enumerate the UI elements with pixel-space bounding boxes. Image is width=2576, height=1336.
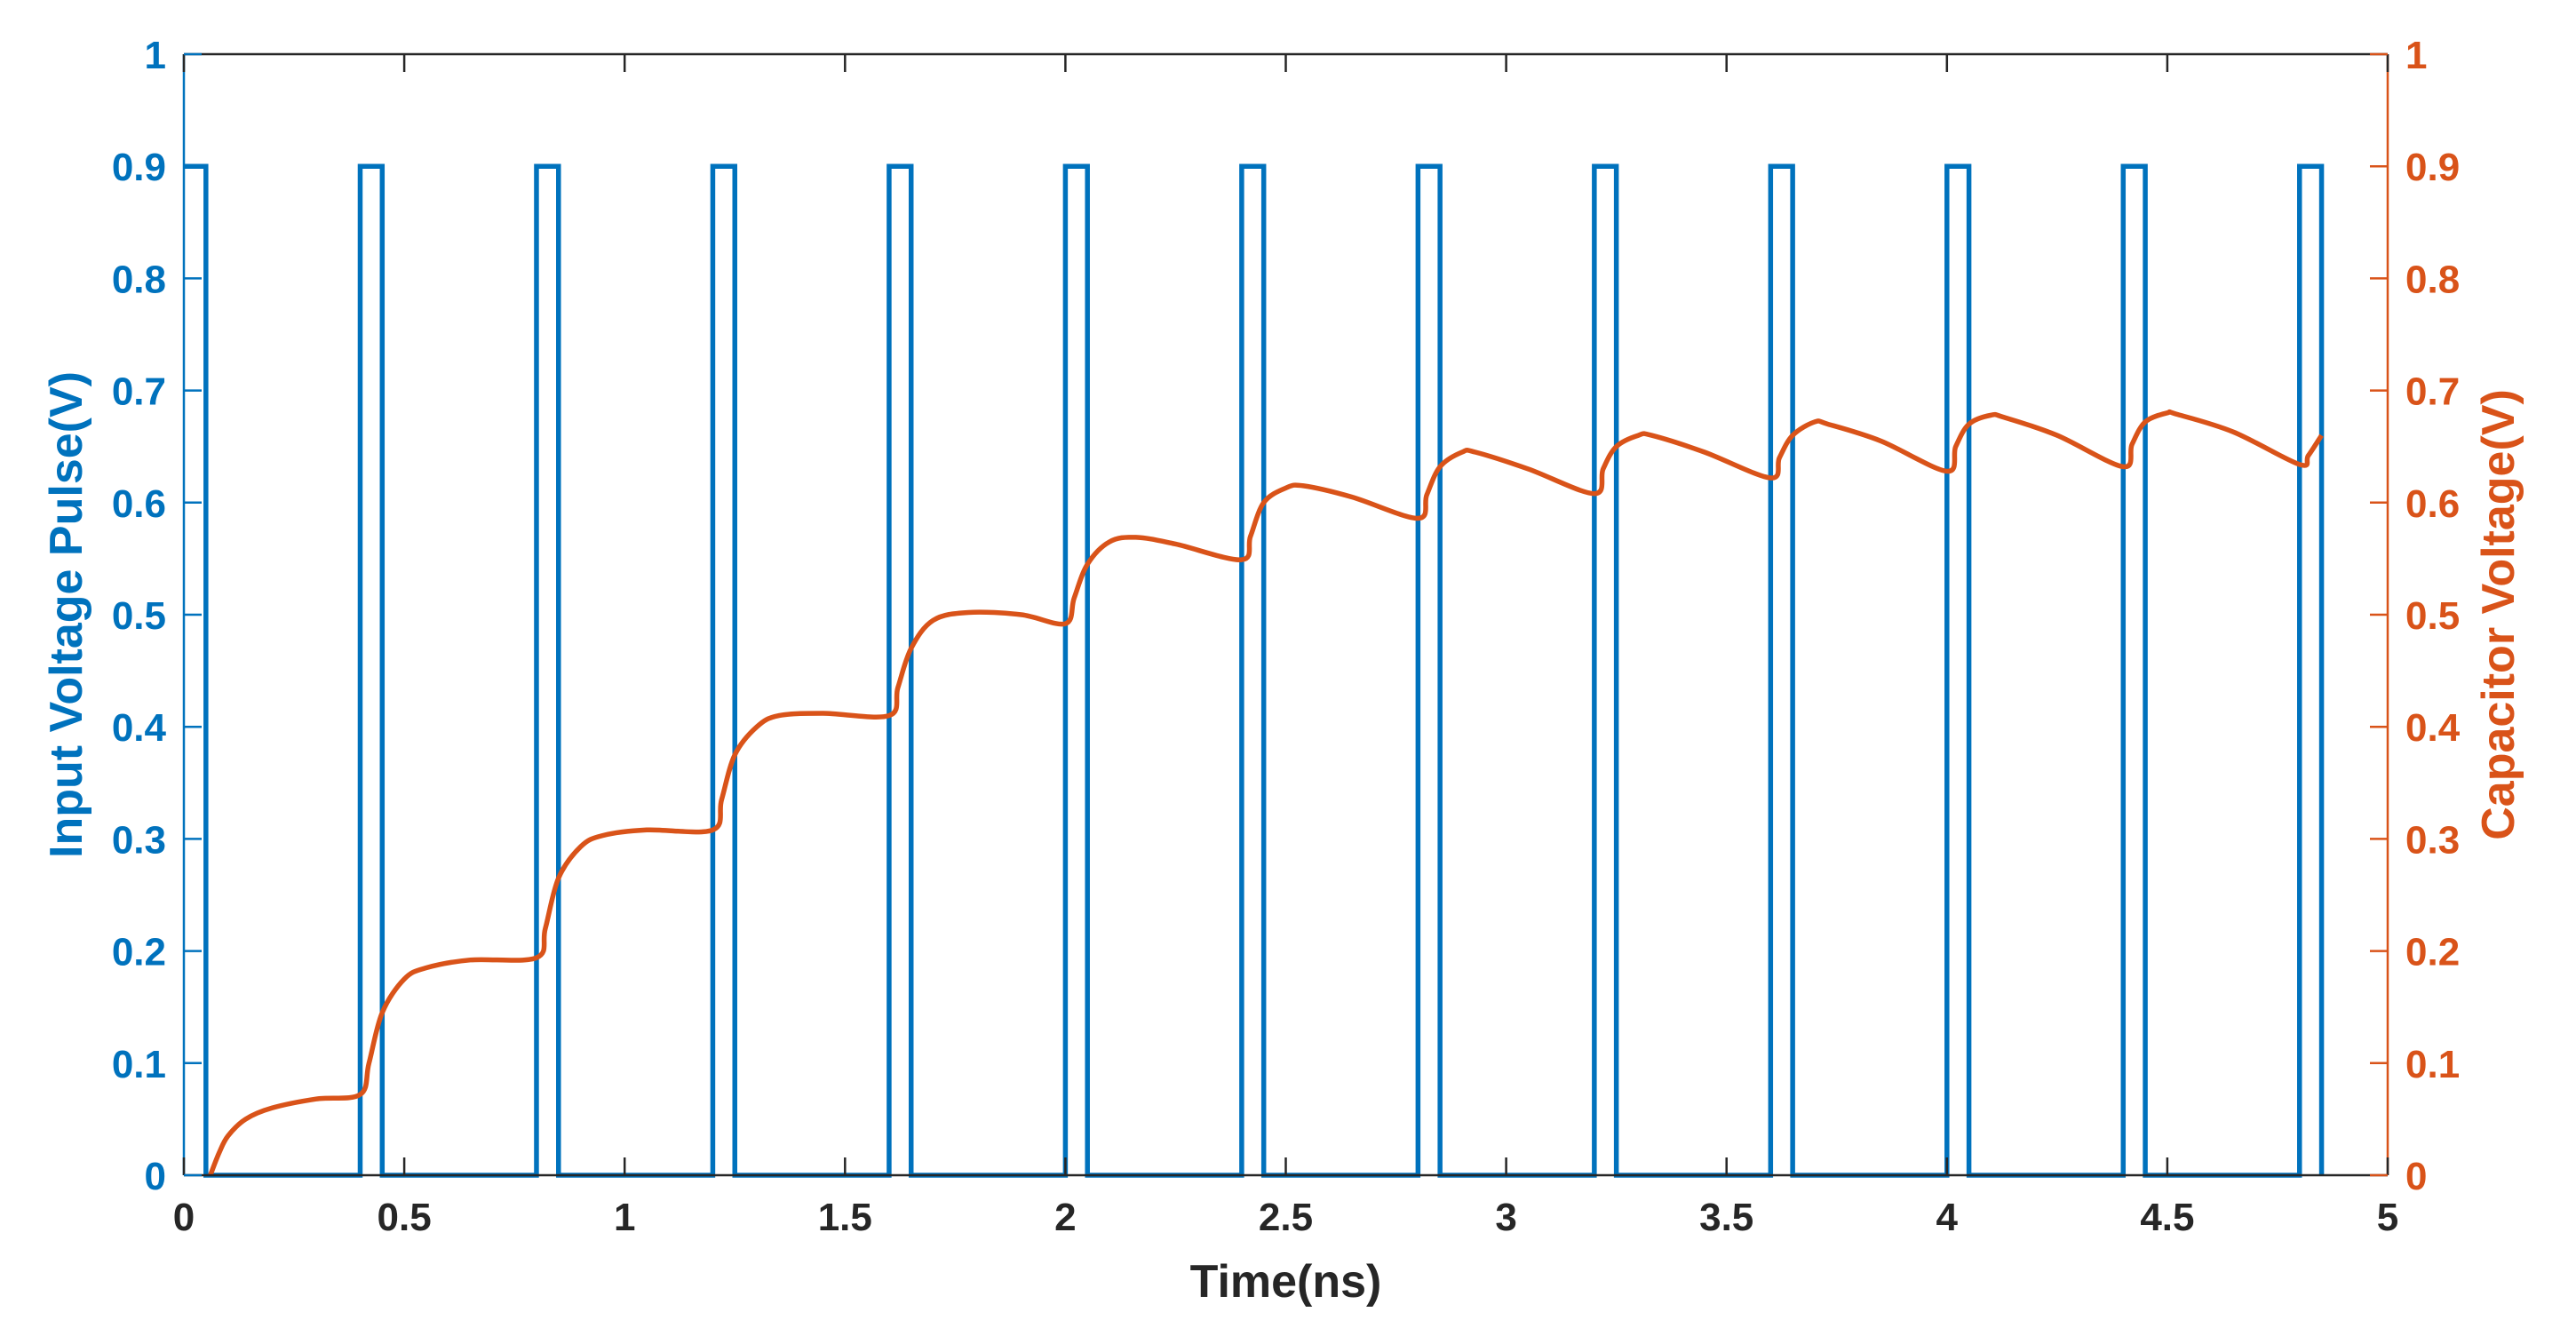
left-y-tick-label: 0.8 — [112, 258, 166, 301]
right-y-tick-label: 0.7 — [2405, 370, 2460, 414]
left-y-tick-label: 0.6 — [112, 482, 166, 526]
left-y-tick-label: 0 — [145, 1155, 166, 1198]
right-y-tick-label: 0.3 — [2405, 818, 2460, 862]
capacitor-voltage-line — [208, 409, 2324, 1177]
x-tick-label: 0 — [173, 1196, 195, 1239]
axes — [182, 52, 2389, 1177]
left-y-axis-label: Input Voltage Pulse(V) — [41, 371, 92, 858]
x-tick-label: 3 — [1495, 1196, 1516, 1239]
right-y-tick-label: 0.1 — [2405, 1043, 2460, 1086]
right-y-tick-label: 0.8 — [2405, 258, 2460, 301]
left-y-tick-label: 0.2 — [112, 931, 166, 974]
right-y-tick-label: 0.9 — [2405, 146, 2460, 189]
left-y-tick-label: 0.4 — [112, 706, 167, 750]
plot-area — [184, 163, 2325, 1178]
right-y-tick-label: 0.2 — [2405, 931, 2460, 974]
left-y-tick-label: 0.3 — [112, 818, 166, 862]
right-y-tick-label: 0.5 — [2405, 594, 2460, 638]
x-tick-label: 5 — [2377, 1196, 2398, 1239]
x-axis-label: Time(ns) — [1190, 1256, 1382, 1308]
right-y-tick-label: 0.6 — [2405, 482, 2460, 526]
left-y-tick-label: 0.1 — [112, 1043, 166, 1086]
right-y-axis-label: Capacitor Voltage(V) — [2473, 389, 2524, 840]
x-tick-label: 2 — [1054, 1196, 1076, 1239]
right-y-tick-label: 0.4 — [2405, 706, 2461, 750]
input-pulse-line — [184, 163, 2325, 1178]
x-tick-label: 4 — [1936, 1196, 1959, 1239]
tick-labels: 0 0.5 1 1.5 2 2.5 3 3.5 4 4.5 50 00.1 0.10.2 0.20.3 0.… — [112, 34, 2461, 1239]
left-y-tick-label: 0.5 — [112, 594, 166, 638]
x-tick-label: 1 — [614, 1196, 635, 1239]
right-y-tick-label: 0 — [2405, 1155, 2427, 1198]
x-tick-label: 4.5 — [2140, 1196, 2194, 1239]
x-tick-label: 1.5 — [818, 1196, 872, 1239]
x-tick-label: 0.5 — [378, 1196, 432, 1239]
left-y-tick-label: 0.9 — [112, 146, 166, 189]
x-tick-label: 2.5 — [1259, 1196, 1313, 1239]
x-tick-label: 3.5 — [1699, 1196, 1753, 1239]
left-y-tick-label: 1 — [145, 34, 166, 77]
right-y-tick-label: 1 — [2405, 34, 2427, 77]
left-y-tick-label: 0.7 — [112, 370, 166, 414]
